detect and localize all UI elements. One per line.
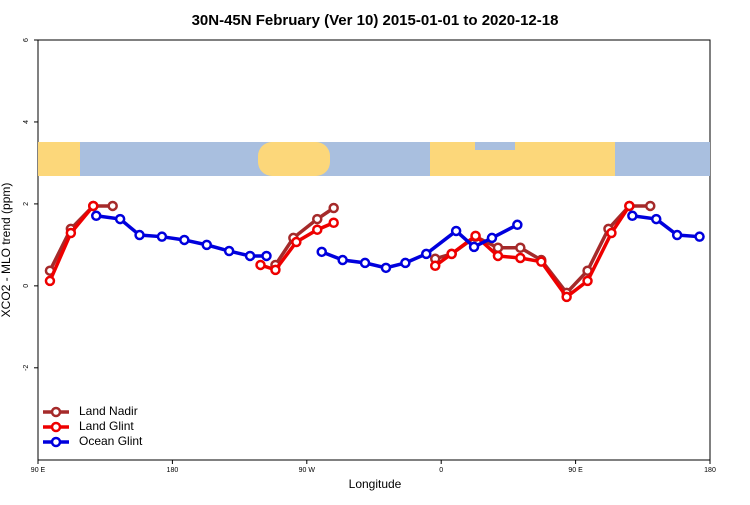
- legend-label: Ocean Glint: [79, 434, 143, 448]
- y-tick-label: 0: [23, 284, 30, 288]
- data-point: [90, 210, 102, 222]
- map-land: [258, 142, 330, 176]
- data-point: [671, 229, 683, 241]
- data-point: [561, 291, 572, 303]
- data-point: [312, 224, 323, 235]
- data-point: [380, 262, 392, 274]
- legend-marker: [50, 406, 62, 418]
- plot-frame: [37, 39, 711, 461]
- data-point: [536, 256, 547, 267]
- data-point: [421, 248, 432, 260]
- data-point: [694, 231, 705, 242]
- data-point: [201, 239, 212, 251]
- series-line: [434, 204, 651, 296]
- legend-marker: [50, 421, 62, 433]
- data-point: [316, 246, 327, 258]
- data-point: [44, 275, 56, 287]
- data-point: [255, 259, 266, 271]
- data-point: [312, 213, 323, 225]
- data-point: [645, 200, 656, 212]
- series-line: [632, 214, 700, 239]
- data-point: [65, 227, 77, 239]
- data-point: [261, 250, 272, 262]
- x-tick-label: 180: [167, 467, 179, 474]
- data-point: [88, 200, 99, 212]
- data-point: [582, 275, 593, 287]
- x-tick-label: 90 W: [299, 467, 316, 474]
- y-tick-label: 6: [23, 38, 30, 42]
- y-axis-label: XCO2 - MLO trend (ppm): [0, 183, 13, 318]
- map-land: [38, 142, 80, 176]
- data-point: [606, 227, 617, 239]
- data-point: [328, 217, 339, 229]
- data-point: [492, 250, 504, 262]
- data-point: [328, 202, 339, 214]
- data-point: [486, 232, 498, 244]
- data-point: [156, 231, 168, 242]
- data-point: [515, 242, 526, 253]
- data-point: [359, 257, 371, 269]
- legend-label: Land Glint: [79, 419, 134, 433]
- data-point: [223, 245, 235, 257]
- data-point: [627, 210, 638, 222]
- data-point: [270, 264, 281, 276]
- data-point: [244, 250, 256, 262]
- data-point: [337, 254, 348, 266]
- map-land: [475, 150, 515, 176]
- data-point: [114, 213, 126, 225]
- data-point: [291, 236, 302, 248]
- x-tick-label: 90 E: [568, 467, 583, 474]
- data-point: [492, 242, 504, 253]
- series-line: [321, 223, 519, 270]
- data-point: [470, 230, 481, 242]
- data-point: [134, 229, 145, 241]
- legend-marker: [50, 436, 62, 448]
- y-tick-label: -2: [23, 365, 30, 371]
- x-axis-label: Longitude: [349, 477, 402, 491]
- legend-label: Land Nadir: [79, 404, 138, 418]
- data-point: [515, 252, 526, 264]
- series-line: [273, 206, 335, 266]
- series-line: [48, 204, 95, 282]
- data-point: [650, 213, 662, 225]
- map-land: [515, 142, 615, 176]
- data-point: [179, 234, 190, 246]
- data-point: [400, 257, 411, 269]
- x-tick-label: 90 E: [31, 467, 46, 474]
- data-point: [107, 200, 118, 212]
- x-tick-label: 0: [439, 467, 443, 474]
- y-tick-label: 4: [23, 120, 30, 124]
- data-point: [624, 200, 635, 212]
- x-tick-label: 180: [704, 467, 716, 474]
- data-point: [429, 260, 441, 272]
- y-tick-label: 2: [23, 202, 30, 206]
- series-line: [434, 204, 631, 300]
- data-point: [446, 248, 457, 260]
- map-land: [430, 142, 475, 176]
- chart-title: 30N-45N February (Ver 10) 2015-01-01 to …: [192, 12, 559, 29]
- map-band: [38, 142, 710, 176]
- data-point: [468, 241, 480, 253]
- data-point: [450, 225, 462, 237]
- data-point: [512, 219, 523, 231]
